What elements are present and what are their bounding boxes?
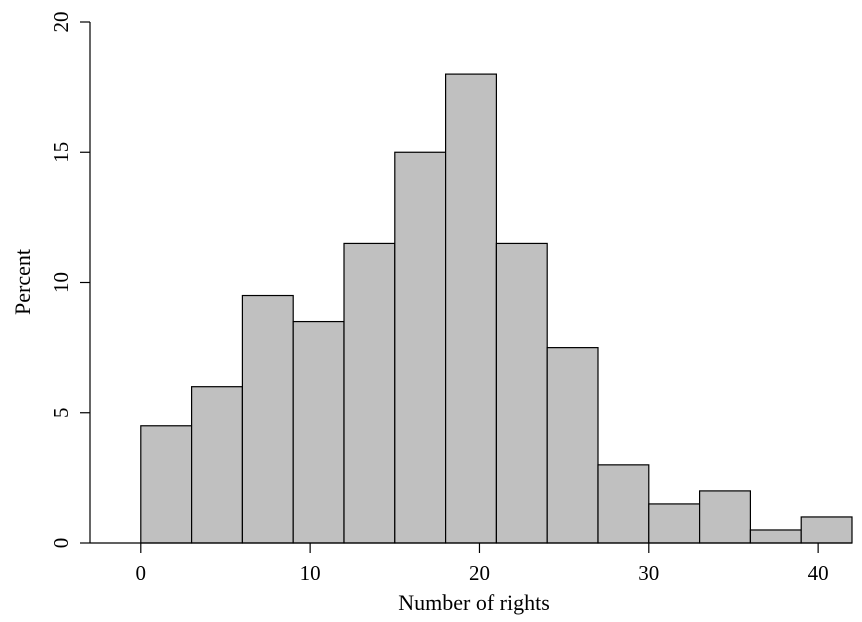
histogram-bar-1	[191, 386, 244, 544]
y-tick-label: 15	[49, 142, 73, 163]
x-axis-title: Number of rights	[398, 590, 550, 615]
histogram-bar-6	[445, 73, 498, 544]
y-tick-label: 10	[49, 272, 73, 293]
x-tick-label: 40	[808, 561, 829, 585]
y-ticks-group: 0 5 10 15 20	[49, 12, 90, 549]
histogram-bar-10	[648, 503, 701, 544]
histogram-bar-11	[698, 490, 751, 544]
y-tick-label: 0	[49, 538, 73, 549]
x-tick-label: 0	[136, 561, 147, 585]
x-ticks-group: 0 10 20 30 40	[136, 543, 829, 585]
histogram-bar-12	[749, 529, 802, 544]
histogram-bar-8	[546, 347, 599, 544]
histogram-bar-7	[495, 242, 548, 544]
histogram-bar-3	[292, 320, 345, 544]
x-tick-label: 20	[469, 561, 490, 585]
y-tick-label: 20	[49, 12, 73, 33]
histogram-bar-5	[394, 151, 447, 544]
histogram-bar-0	[140, 425, 193, 544]
y-tick-label: 5	[49, 408, 73, 419]
x-tick-label: 10	[300, 561, 321, 585]
histogram-bar-2	[241, 294, 294, 544]
y-axis-title: Percent	[10, 249, 35, 315]
bars-group	[140, 73, 853, 544]
histogram-bar-13	[800, 516, 853, 544]
x-tick-label: 30	[638, 561, 659, 585]
histogram-bar-4	[343, 242, 396, 544]
histogram-bar-9	[597, 464, 650, 544]
